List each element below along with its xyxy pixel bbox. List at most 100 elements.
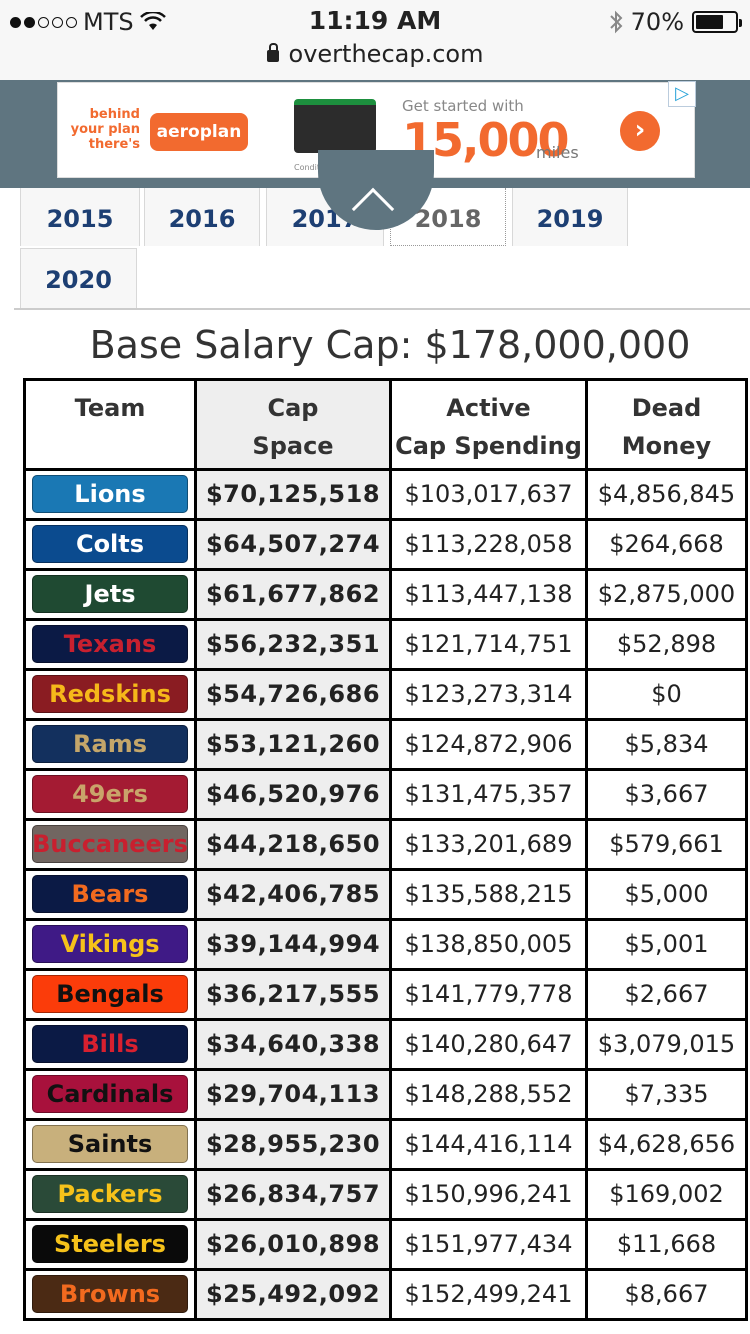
address-bar[interactable]: overthecap.com xyxy=(0,40,750,68)
table-header: Team Cap Space Active Cap Spending Dead … xyxy=(26,381,748,471)
team-link[interactable]: Bears xyxy=(32,875,188,913)
carrier-name: MTS xyxy=(83,8,134,36)
tab-2015[interactable]: 2015 xyxy=(20,188,140,246)
dead-money-cell: $169,002 xyxy=(588,1171,748,1218)
active-spending-cell: $124,872,906 xyxy=(392,721,588,768)
table-row: Cardinals $29,704,113 $148,288,552 $7,335 xyxy=(26,1071,748,1121)
team-cell: Browns xyxy=(26,1271,197,1318)
ad-unit: miles xyxy=(536,143,579,162)
dead-money-cell: $4,856,845 xyxy=(588,471,748,518)
tabs-divider xyxy=(14,308,750,310)
bluetooth-icon xyxy=(609,10,623,34)
table-row: Colts $64,507,274 $113,228,058 $264,668 xyxy=(26,521,748,571)
tab-2016[interactable]: 2016 xyxy=(144,188,260,246)
signal-strength-icon xyxy=(10,16,77,28)
cap-space-cell: $25,492,092 xyxy=(197,1271,392,1318)
cap-space-cell: $29,704,113 xyxy=(197,1071,392,1118)
team-link[interactable]: Jets xyxy=(32,575,188,613)
dead-money-cell: $579,661 xyxy=(588,821,748,868)
dead-money-cell: $0 xyxy=(588,671,748,718)
team-cell: Buccaneers xyxy=(26,821,197,868)
active-spending-cell: $138,850,005 xyxy=(392,921,588,968)
team-cell: Bears xyxy=(26,871,197,918)
header-cap-space[interactable]: Cap Space xyxy=(197,381,392,468)
table-row: Bills $34,640,338 $140,280,647 $3,079,015 xyxy=(26,1021,748,1071)
table-row: Buccaneers $44,218,650 $133,201,689 $579,66… xyxy=(26,821,748,871)
tab-2020[interactable]: 2020 xyxy=(20,248,137,309)
table-row: Saints $28,955,230 $144,416,114 $4,628,656 xyxy=(26,1121,748,1171)
header-dead-money[interactable]: Dead Money xyxy=(588,381,748,468)
team-cell: Rams xyxy=(26,721,197,768)
table-row: Browns $25,492,092 $152,499,241 $8,667 xyxy=(26,1271,748,1321)
dead-money-cell: $11,668 xyxy=(588,1221,748,1268)
cap-space-cell: $28,955,230 xyxy=(197,1121,392,1168)
team-link[interactable]: Bills xyxy=(32,1025,188,1063)
dead-money-cell: $264,668 xyxy=(588,521,748,568)
carrier-signal: MTS xyxy=(10,8,166,36)
active-spending-cell: $133,201,689 xyxy=(392,821,588,868)
dead-money-cell: $3,667 xyxy=(588,771,748,818)
team-link[interactable]: Redskins xyxy=(32,675,188,713)
team-cell: Colts xyxy=(26,521,197,568)
team-cell: 49ers xyxy=(26,771,197,818)
table-body: Lions $70,125,518 $103,017,637 $4,856,845 Co… xyxy=(26,471,748,1321)
adchoices-icon[interactable]: ▷ xyxy=(668,81,696,107)
team-link[interactable]: Vikings xyxy=(32,925,188,963)
cap-space-cell: $64,507,274 xyxy=(197,521,392,568)
team-link[interactable]: Colts xyxy=(32,525,188,563)
team-link[interactable]: Packers xyxy=(32,1175,188,1213)
cap-space-cell: $26,834,757 xyxy=(197,1171,392,1218)
clock: 11:19 AM xyxy=(308,6,442,35)
header-active-cap-spending[interactable]: Active Cap Spending xyxy=(392,381,588,468)
team-link[interactable]: Steelers xyxy=(32,1225,188,1263)
team-cell: Lions xyxy=(26,471,197,518)
team-link[interactable]: Buccaneers xyxy=(32,825,188,863)
dead-money-cell: $2,875,000 xyxy=(588,571,748,618)
team-cell: Texans xyxy=(26,621,197,668)
table-row: Bengals $36,217,555 $141,779,778 $2,667 xyxy=(26,971,748,1021)
header-team[interactable]: Team xyxy=(26,381,197,468)
cap-space-cell: $26,010,898 xyxy=(197,1221,392,1268)
ad-arrow-button[interactable]: › xyxy=(620,111,660,151)
cap-space-cell: $44,218,650 xyxy=(197,821,392,868)
cap-space-cell: $34,640,338 xyxy=(197,1021,392,1068)
cap-space-table: Team Cap Space Active Cap Spending Dead … xyxy=(23,378,748,1321)
team-link[interactable]: 49ers xyxy=(32,775,188,813)
team-cell: Steelers xyxy=(26,1221,197,1268)
chevron-up-icon xyxy=(351,187,395,231)
active-spending-cell: $151,977,434 xyxy=(392,1221,588,1268)
cap-space-cell: $53,121,260 xyxy=(197,721,392,768)
cap-space-cell: $42,406,785 xyxy=(197,871,392,918)
cap-space-cell: $39,144,994 xyxy=(197,921,392,968)
dead-money-cell: $2,667 xyxy=(588,971,748,1018)
cap-space-cell: $36,217,555 xyxy=(197,971,392,1018)
cap-space-cell: $46,520,976 xyxy=(197,771,392,818)
team-cell: Saints xyxy=(26,1121,197,1168)
active-spending-cell: $113,228,058 xyxy=(392,521,588,568)
team-cell: Vikings xyxy=(26,921,197,968)
tab-2019[interactable]: 2019 xyxy=(512,188,628,246)
active-spending-cell: $103,017,637 xyxy=(392,471,588,518)
battery-percent: 70% xyxy=(630,8,684,36)
active-spending-cell: $113,447,138 xyxy=(392,571,588,618)
dead-money-cell: $52,898 xyxy=(588,621,748,668)
battery-status: 70% xyxy=(609,8,742,36)
team-link[interactable]: Texans xyxy=(32,625,188,663)
table-row: 49ers $46,520,976 $131,475,357 $3,667 xyxy=(26,771,748,821)
dead-money-cell: $5,834 xyxy=(588,721,748,768)
team-cell: Bengals xyxy=(26,971,197,1018)
credit-card-image xyxy=(294,99,376,153)
table-row: Lions $70,125,518 $103,017,637 $4,856,845 xyxy=(26,471,748,521)
dead-money-cell: $5,000 xyxy=(588,871,748,918)
team-link[interactable]: Saints xyxy=(32,1125,188,1163)
table-row: Bears $42,406,785 $135,588,215 $5,000 xyxy=(26,871,748,921)
table-row: Rams $53,121,260 $124,872,906 $5,834 xyxy=(26,721,748,771)
cap-space-cell: $54,726,686 xyxy=(197,671,392,718)
dead-money-cell: $4,628,656 xyxy=(588,1121,748,1168)
team-link[interactable]: Rams xyxy=(32,725,188,763)
team-link[interactable]: Bengals xyxy=(32,975,188,1013)
team-link[interactable]: Cardinals xyxy=(32,1075,188,1113)
table-row: Steelers $26,010,898 $151,977,434 $11,668 xyxy=(26,1221,748,1271)
team-link[interactable]: Lions xyxy=(32,475,188,513)
team-link[interactable]: Browns xyxy=(32,1275,188,1313)
